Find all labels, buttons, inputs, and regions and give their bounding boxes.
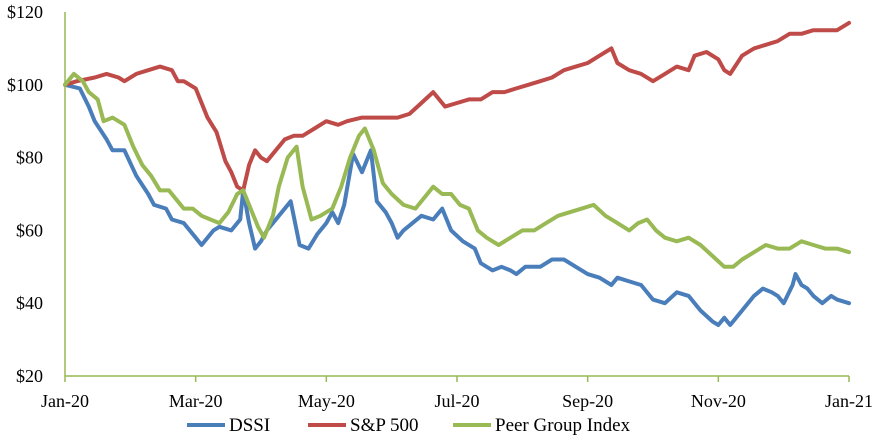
y-tick-label: $80 (16, 148, 43, 168)
y-tick-label: $40 (16, 293, 43, 313)
series-line-0 (63, 82, 851, 327)
x-tick-label: May-20 (298, 391, 355, 411)
legend-label: S&P 500 (350, 415, 418, 436)
series-lines (63, 20, 851, 327)
legend-label: Peer Group Index (495, 415, 631, 436)
y-tick-label: $120 (7, 2, 43, 22)
y-tick-labels: $20 $40 $60 $80 $100 $120 (7, 2, 43, 386)
x-tick-label: Jan-20 (41, 391, 89, 411)
x-tick-label: Jul-20 (435, 391, 480, 411)
x-tick-label: Sep-20 (562, 391, 613, 411)
y-tick-label: $20 (16, 366, 43, 386)
tick-marks (64, 376, 850, 382)
x-tick-labels: Jan-20 Mar-20 May-20 Jul-20 Sep-20 Nov-20 Jan-… (41, 391, 873, 411)
y-tick-label: $100 (7, 75, 43, 95)
series-line-2 (63, 71, 851, 269)
legend: DSSI S&P 500 Peer Group Index (187, 415, 631, 436)
x-tick-label: Nov-20 (691, 391, 746, 411)
x-tick-label: Jan-21 (825, 391, 873, 411)
y-tick-label: $60 (16, 220, 43, 240)
x-tick-label: Mar-20 (169, 391, 223, 411)
legend-label: DSSI (229, 415, 270, 436)
series-line-1 (63, 20, 851, 193)
